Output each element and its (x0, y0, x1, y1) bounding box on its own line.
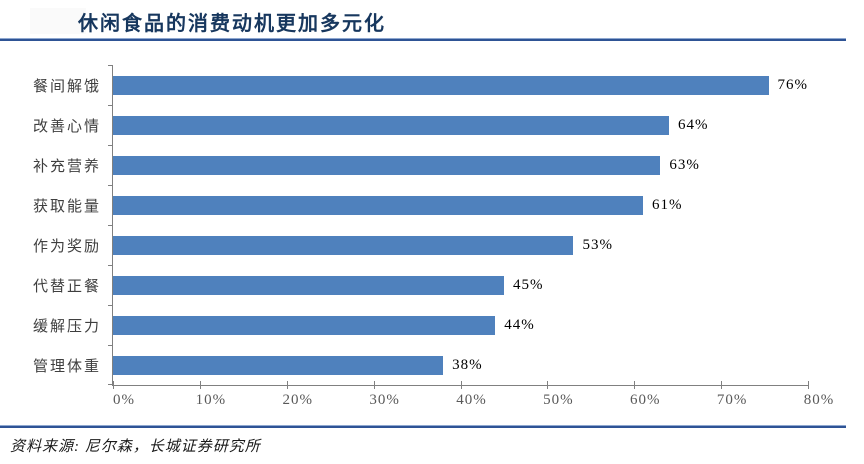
bar (113, 115, 669, 135)
chart-row: 代替正餐 45% (33, 265, 808, 305)
category-label: 补充营养 (32, 158, 101, 175)
value-label: 64% (678, 116, 709, 133)
category-label: 作为奖励 (32, 238, 101, 255)
y-axis-tick (108, 265, 113, 266)
value-label: 63% (669, 156, 700, 173)
category-label: 代替正餐 (32, 278, 101, 295)
title-rule (0, 38, 846, 41)
chart-row: 补充营养 63% (33, 145, 808, 185)
chart-row: 获取能量 61% (33, 185, 808, 225)
bar (113, 275, 504, 295)
x-tick-label: 40% (456, 392, 487, 408)
x-tick-label: 50% (543, 392, 574, 408)
category-label: 缓解压力 (32, 318, 101, 335)
x-tick-label: 10% (195, 392, 227, 408)
bar-chart: 餐间解饿 76% 改善心情 64% 补充营养 63% 获取能量 61% 作为奖励 53% 代替正餐 4… (12, 65, 864, 412)
value-label: 44% (504, 316, 535, 333)
bar (113, 195, 643, 215)
x-axis-tick (460, 381, 462, 389)
category-label: 管理体重 (32, 358, 101, 375)
x-axis: 0% 10% 20% 30% 40% 50% 60% 70% 80% (113, 386, 833, 412)
y-axis-tick (108, 345, 113, 346)
bar (113, 315, 496, 335)
x-tick-label: 30% (369, 392, 400, 408)
y-axis-tick (108, 105, 113, 106)
category-label: 获取能量 (32, 198, 101, 215)
value-label: 38% (452, 356, 483, 373)
y-axis-tick (108, 225, 113, 226)
x-axis-tick (721, 381, 723, 389)
bar (113, 235, 574, 255)
chart-row: 管理体重 38% (33, 345, 808, 385)
value-label: 53% (582, 236, 613, 253)
plot-area: 餐间解饿 76% 改善心情 64% 补充营养 63% 获取能量 61% 作为奖励 53% 代替正餐 4… (33, 65, 809, 389)
y-axis-tick (108, 305, 113, 306)
chart-row: 作为奖励 53% (33, 225, 808, 265)
x-axis-tick (547, 381, 549, 389)
bar (113, 75, 769, 95)
y-axis-tick (108, 145, 113, 146)
x-axis-tick (286, 381, 288, 389)
x-axis-tick (373, 381, 375, 389)
y-axis-tick (108, 65, 113, 66)
x-tick-label: 70% (716, 392, 748, 408)
y-axis-tick (108, 185, 113, 186)
chart-row: 改善心情 64% (33, 105, 808, 145)
value-label: 76% (777, 76, 808, 93)
figure-title: 休闲食品的消费动机更加多元化 (78, 13, 386, 35)
footer-rule (0, 425, 846, 428)
x-tick-label: 60% (630, 392, 661, 408)
x-axis-tick (113, 381, 114, 389)
figure-header: 休闲食品的消费动机更加多元化 (0, 0, 864, 38)
value-label: 61% (651, 196, 683, 213)
logo-placeholder (30, 8, 86, 34)
category-label: 餐间解饿 (32, 78, 101, 95)
y-axis-tick (108, 384, 113, 385)
bar (113, 355, 444, 375)
chart-row: 餐间解饿 76% (33, 65, 808, 105)
value-label: 45% (512, 276, 544, 293)
x-tick-label: 0% (113, 392, 135, 408)
x-tick-label: 20% (282, 392, 313, 408)
source-note: 资料来源: 尼尔森，长城证券研究所 (10, 439, 261, 455)
chart-row: 缓解压力 44% (33, 305, 808, 345)
bar (113, 155, 661, 175)
x-axis-tick (808, 381, 809, 389)
x-axis-tick (634, 381, 636, 389)
x-axis-tick (199, 381, 201, 389)
category-label: 改善心情 (32, 118, 101, 135)
x-tick-label: 80% (803, 392, 835, 408)
